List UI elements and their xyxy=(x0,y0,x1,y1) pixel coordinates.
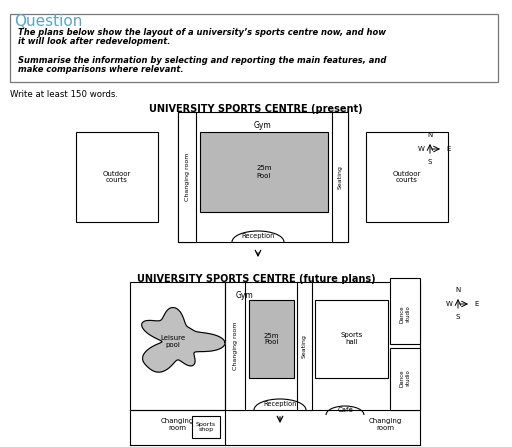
Text: Reception: Reception xyxy=(263,401,296,407)
Text: Changing
room: Changing room xyxy=(161,418,194,431)
Text: W: W xyxy=(446,301,453,307)
Text: Dance
studio: Dance studio xyxy=(399,305,411,323)
Bar xyxy=(390,278,420,344)
Text: 25m
Pool: 25m Pool xyxy=(256,165,272,178)
Bar xyxy=(130,282,420,410)
Text: Gym: Gym xyxy=(254,121,272,130)
Bar xyxy=(178,112,348,242)
Text: Seating: Seating xyxy=(302,334,307,358)
Text: Café: Café xyxy=(337,407,353,413)
Bar xyxy=(332,112,348,242)
Bar xyxy=(192,416,220,438)
Text: W: W xyxy=(418,146,425,152)
Text: Leisure
pool: Leisure pool xyxy=(160,336,185,349)
Text: it will look after redevelopment.: it will look after redevelopment. xyxy=(18,37,170,46)
Text: 25m
Pool: 25m Pool xyxy=(264,333,279,346)
Text: Outdoor
courts: Outdoor courts xyxy=(393,170,421,184)
Text: UNIVERSITY SPORTS CENTRE (future plans): UNIVERSITY SPORTS CENTRE (future plans) xyxy=(137,274,375,284)
Bar xyxy=(76,132,158,222)
Text: Dance
studio: Dance studio xyxy=(399,369,411,387)
Text: S: S xyxy=(456,314,460,320)
Text: E: E xyxy=(474,301,478,307)
Bar xyxy=(390,348,420,410)
Text: Changing room: Changing room xyxy=(232,322,238,370)
Text: The plans below show the layout of a university’s sports centre now, and how: The plans below show the layout of a uni… xyxy=(18,28,386,37)
Text: S: S xyxy=(428,159,432,165)
Text: E: E xyxy=(446,146,451,152)
Text: Outdoor
courts: Outdoor courts xyxy=(103,170,131,184)
Text: N: N xyxy=(455,287,461,293)
Bar xyxy=(200,132,328,212)
Bar xyxy=(10,14,498,82)
Bar xyxy=(366,132,448,222)
Bar xyxy=(225,282,245,410)
Text: Summarise the information by selecting and reporting the main features, and: Summarise the information by selecting a… xyxy=(18,56,387,65)
Text: N: N xyxy=(428,132,433,138)
Text: Seating: Seating xyxy=(337,165,343,189)
Polygon shape xyxy=(142,308,225,372)
Text: make comparisons where relevant.: make comparisons where relevant. xyxy=(18,65,183,74)
Text: Write at least 150 words.: Write at least 150 words. xyxy=(10,90,118,99)
Bar xyxy=(315,300,388,378)
Text: UNIVERSITY SPORTS CENTRE (present): UNIVERSITY SPORTS CENTRE (present) xyxy=(149,104,363,114)
Text: Sports
shop: Sports shop xyxy=(196,422,216,432)
Text: Changing room: Changing room xyxy=(184,153,189,201)
Bar xyxy=(297,282,312,410)
Text: Changing
room: Changing room xyxy=(368,418,401,431)
Bar xyxy=(249,300,294,378)
Text: Reception: Reception xyxy=(241,233,274,239)
Text: Sports
hall: Sports hall xyxy=(340,333,362,346)
Bar xyxy=(178,112,196,242)
Text: Gym: Gym xyxy=(236,291,254,300)
Text: Question: Question xyxy=(14,14,82,29)
